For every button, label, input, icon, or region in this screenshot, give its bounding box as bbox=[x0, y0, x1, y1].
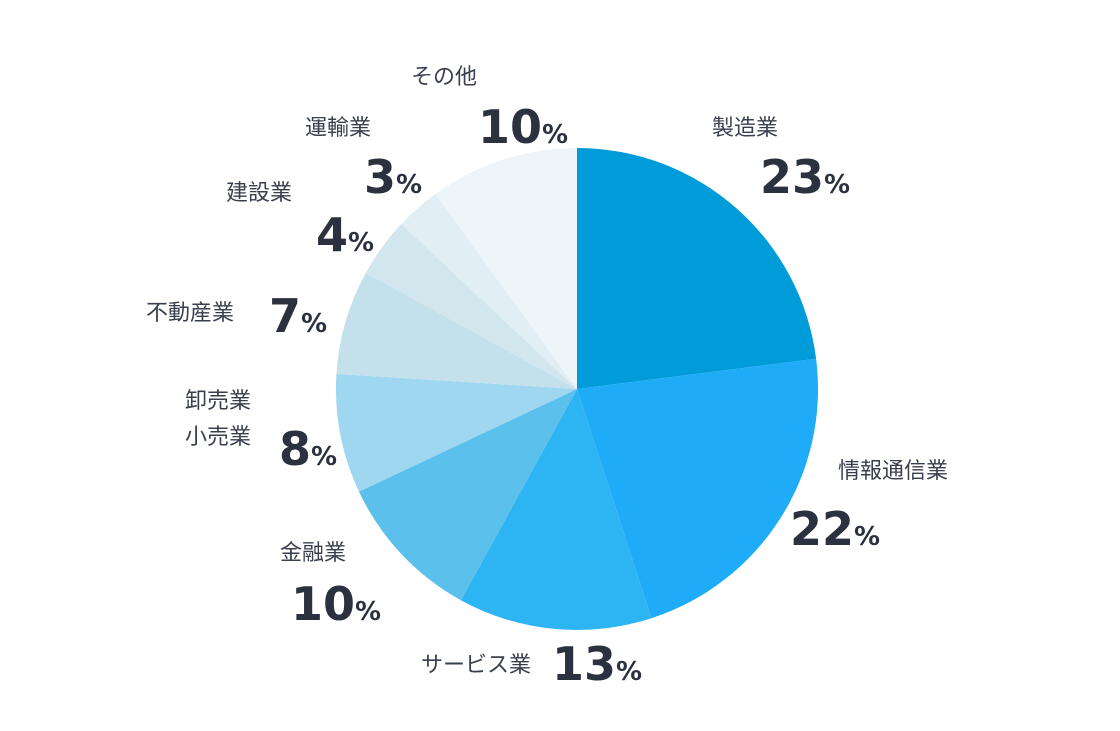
slice-value-label: 22% bbox=[790, 502, 880, 556]
pie-slice bbox=[365, 224, 577, 389]
slice-value-label: 7% bbox=[269, 289, 327, 343]
slice-value-label: 4% bbox=[316, 208, 374, 262]
slice-label: 運輸業 bbox=[305, 116, 371, 141]
pie-slice bbox=[401, 194, 577, 389]
slice-value-label: 10% bbox=[478, 100, 568, 154]
pie-slice bbox=[577, 358, 819, 619]
pie-slice bbox=[435, 148, 577, 389]
slice-label: 製造業 bbox=[712, 116, 778, 141]
pie-slice bbox=[460, 389, 652, 630]
pie-slices bbox=[336, 148, 819, 630]
slice-value-label: 10% bbox=[291, 577, 381, 631]
slice-label: サービス業 bbox=[421, 653, 531, 678]
pie-slice bbox=[336, 272, 577, 389]
pie-slice bbox=[336, 373, 577, 492]
pie-slice bbox=[358, 389, 577, 601]
slice-label: 卸売業 bbox=[185, 389, 251, 414]
slice-value-label: 13% bbox=[552, 637, 642, 691]
slice-label: 建設業 bbox=[226, 181, 292, 206]
slice-label: その他 bbox=[411, 65, 477, 90]
slice-label: 金融業 bbox=[280, 541, 346, 566]
slice-label: 情報通信業 bbox=[838, 459, 948, 484]
slice-value-label: 8% bbox=[279, 422, 337, 476]
pie-slice bbox=[577, 148, 817, 389]
slice-label: 小売業 bbox=[185, 425, 251, 450]
slice-value-label: 3% bbox=[364, 150, 422, 204]
slice-value-label: 23% bbox=[760, 150, 850, 204]
slice-label: 不動産業 bbox=[146, 301, 234, 326]
